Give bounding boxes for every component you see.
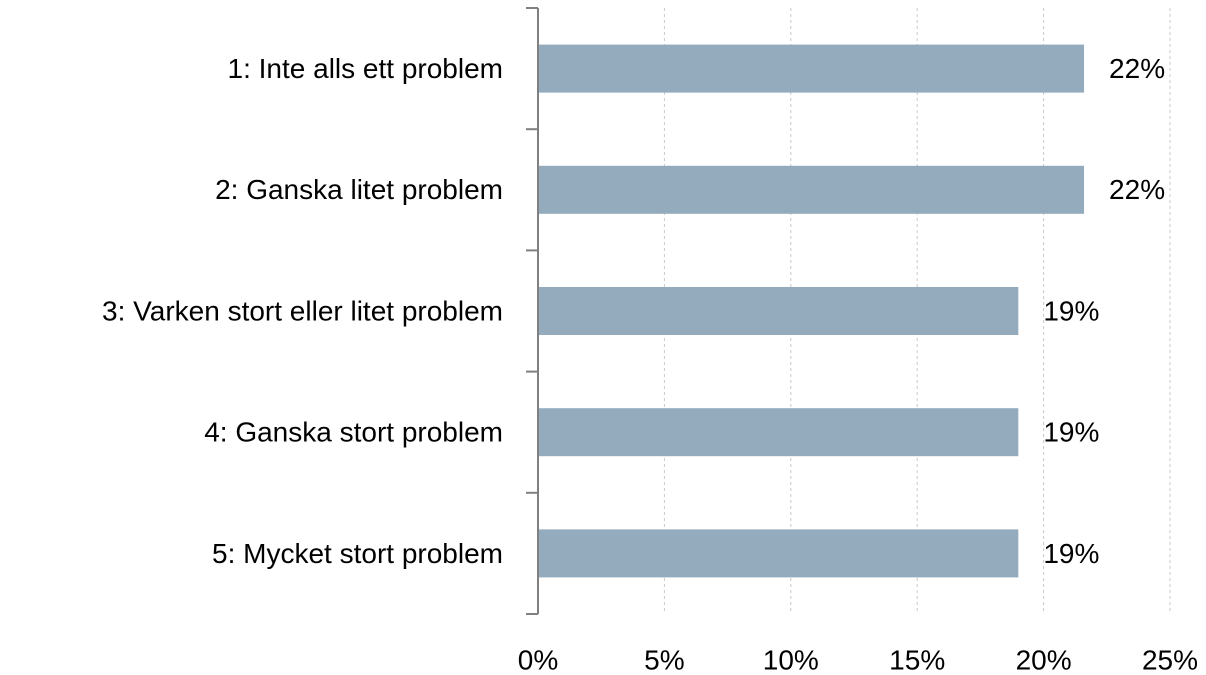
value-label: 19% [1043, 538, 1099, 569]
y-tick-label: 3: Varken stort eller litet problem [102, 295, 503, 326]
bar [538, 287, 1019, 335]
y-tick-label: 5: Mycket stort problem [212, 538, 503, 569]
x-tick-label: 0% [518, 644, 558, 675]
value-label: 19% [1043, 417, 1099, 448]
value-label: 19% [1043, 295, 1099, 326]
bar [538, 44, 1085, 93]
bar [538, 529, 1019, 578]
x-tick-label: 10% [763, 644, 819, 675]
bar [538, 408, 1019, 457]
x-tick-label: 5% [644, 644, 684, 675]
x-tick-label: 20% [1016, 644, 1072, 675]
value-label: 22% [1109, 53, 1165, 84]
x-tick-label: 15% [889, 644, 945, 675]
y-tick-label: 4: Ganska stort problem [204, 417, 503, 448]
y-tick-label: 2: Ganska litet problem [215, 174, 503, 205]
bar [538, 165, 1085, 214]
value-label: 22% [1109, 174, 1165, 205]
y-tick-label: 1: Inte alls ett problem [228, 53, 503, 84]
x-tick-label: 25% [1142, 644, 1198, 675]
